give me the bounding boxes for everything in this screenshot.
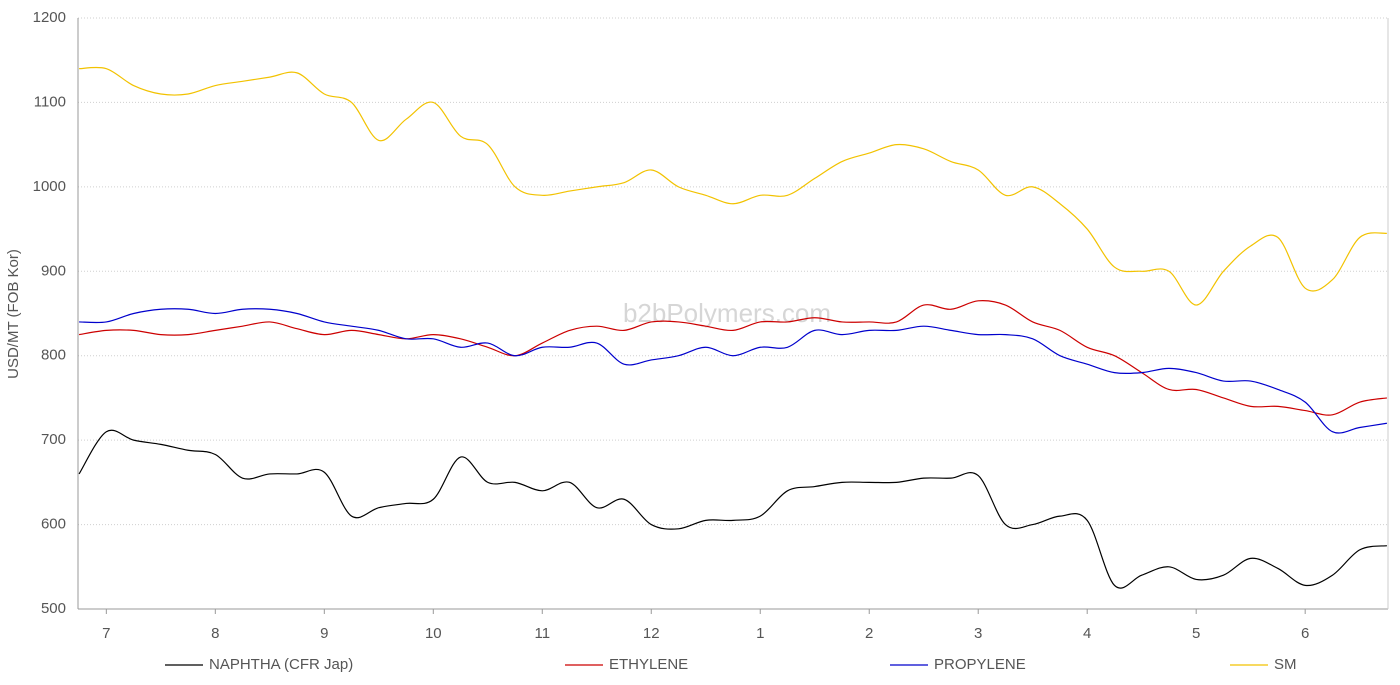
y-tick-label: 500 bbox=[41, 600, 66, 617]
series-line bbox=[78, 429, 1388, 589]
legend-label: ETHYLENE bbox=[609, 656, 688, 673]
x-tick-label: 3 bbox=[974, 625, 982, 642]
legend-label: SM bbox=[1274, 656, 1297, 673]
series-line bbox=[78, 300, 1388, 416]
x-tick-label: 2 bbox=[865, 625, 873, 642]
y-tick-label: 1000 bbox=[33, 178, 66, 195]
x-tick-label: 7 bbox=[102, 625, 110, 642]
y-tick-label: 1100 bbox=[34, 93, 66, 110]
legend-label: PROPYLENE bbox=[934, 656, 1026, 673]
legend-label: NAPHTHA (CFR Jap) bbox=[209, 656, 353, 673]
x-tick-label: 6 bbox=[1301, 625, 1309, 642]
x-tick-label: 1 bbox=[756, 625, 764, 642]
y-axis-label: USD/MT (FOB Kor) bbox=[5, 249, 22, 379]
x-tick-label: 4 bbox=[1083, 625, 1091, 642]
series-line bbox=[79, 308, 1388, 434]
x-tick-label: 9 bbox=[320, 625, 328, 642]
x-tick-label: 10 bbox=[425, 625, 442, 642]
x-tick-label: 11 bbox=[534, 625, 550, 642]
y-tick-label: 1200 bbox=[33, 9, 66, 26]
x-tick-label: 8 bbox=[211, 625, 219, 642]
series-line bbox=[79, 66, 1388, 306]
y-tick-label: 700 bbox=[41, 431, 66, 448]
y-tick-label: 900 bbox=[41, 262, 66, 279]
x-tick-label: 5 bbox=[1192, 625, 1200, 642]
x-tick-label: 12 bbox=[643, 625, 660, 642]
watermark: b2bPolymers.com bbox=[623, 298, 831, 328]
y-tick-label: 800 bbox=[41, 347, 66, 364]
y-tick-label: 600 bbox=[41, 516, 66, 533]
